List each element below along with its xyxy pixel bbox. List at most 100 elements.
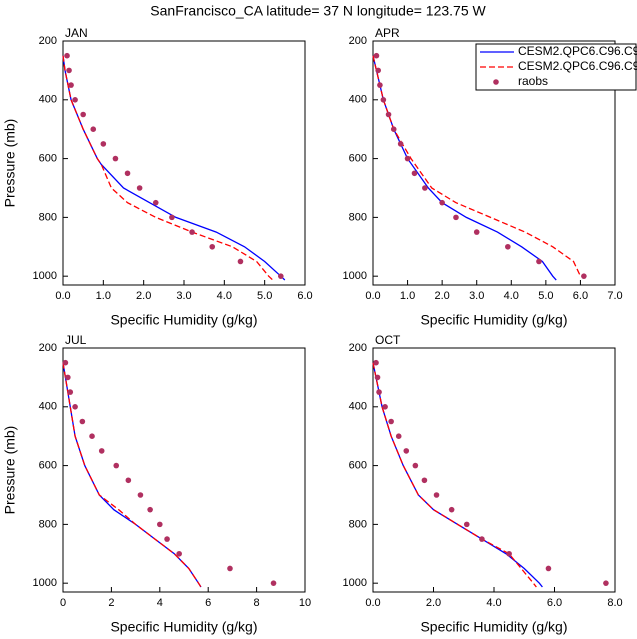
raob-point [463,521,470,528]
raob-point [390,126,397,132]
raob-point [157,521,163,528]
raob-point [209,243,216,250]
panel-title: JUL [65,333,87,347]
x-tick-label: 2.0 [434,290,449,302]
x-tick-label: 0 [60,597,66,609]
raob-point [479,536,485,542]
raob-point [68,82,74,88]
panel-title: APR [375,26,400,40]
raob-point [421,477,428,484]
profile-line [372,362,537,588]
raob-point [137,492,144,498]
y-tick-label: 800 [39,518,57,530]
y-tick-label: 400 [39,94,57,106]
raob-point [412,462,419,469]
x-axis-label: Specific Humidity (g/kg) [110,619,257,635]
raob-point [581,273,587,279]
raob-point [536,258,542,265]
x-tick-label: 2.0 [426,597,441,609]
y-tick-label: 200 [39,35,57,47]
x-tick-label: 10 [299,597,311,609]
raob-point [112,155,119,162]
raob-point [125,477,132,484]
raob-point [388,418,394,425]
raob-point [373,359,379,366]
panel-title: JAN [65,26,88,40]
raob-point [506,550,512,557]
raob-point [270,580,277,586]
y-tick-label: 800 [349,211,367,223]
y-tick-label: 400 [39,401,57,413]
raob-point [380,96,387,103]
plot-frame [62,347,306,593]
raob-point [395,433,402,439]
y-tick-label: 1000 [33,270,57,282]
raob-point [385,111,392,118]
y-tick-label: 400 [349,401,367,413]
raob-point [189,229,195,235]
y-tick-label: 1000 [343,270,367,282]
raob-point [374,374,381,381]
raob-point [89,433,95,439]
x-tick-label: 3.0 [469,290,484,302]
y-tick-label: 400 [349,94,367,106]
x-tick-label: 4.0 [217,290,232,302]
raob-point [72,96,78,103]
x-tick-label: 1.0 [96,290,111,302]
plot-frame [62,40,306,286]
x-axis-label: Specific Humidity (g/kg) [110,312,257,328]
raob-point [433,492,440,498]
raob-point [79,418,86,425]
raob-point [603,580,609,586]
raob-point [90,126,97,132]
x-tick-label: 0.0 [55,290,70,302]
y-tick-label: 600 [39,152,57,164]
x-axis-label: Specific Humidity (g/kg) [420,619,567,635]
y-axis-label: Pressure (mb) [2,119,18,208]
y-tick-label: 800 [349,518,367,530]
raob-point [164,536,170,542]
profile-line [62,55,286,281]
y-tick-label: 600 [39,459,57,471]
raob-point [100,141,107,147]
x-tick-label: 1.0 [400,290,415,302]
x-tick-label: 7.0 [607,290,622,302]
x-tick-label: 2 [108,597,114,609]
raob-point [373,52,380,59]
raob-point [227,565,233,572]
raob-point [80,111,86,118]
y-tick-label: 1000 [33,577,57,589]
raob-point [136,185,143,191]
raob-point [411,170,418,177]
raob-point [72,403,78,410]
page-title: SanFrancisco_CA latitude= 37 N longitude… [150,3,486,19]
x-tick-label: 5.0 [538,290,553,302]
profile-line [372,362,543,588]
x-tick-label: 0.0 [365,597,380,609]
raob-point [403,448,410,454]
raob-point [124,170,131,177]
legend-label: CESM2.QPC6.C96.C9 [518,44,637,58]
raob-point [375,67,381,74]
x-tick-label: 6.0 [573,290,588,302]
raob-point [278,273,284,279]
raob-point [176,550,182,557]
plot-frame [372,347,616,593]
raob-point [147,506,153,513]
x-tick-label: 5.0 [257,290,272,302]
x-tick-label: 6.0 [297,290,312,302]
raob-point [64,52,70,59]
y-axis-label: Pressure (mb) [2,426,18,515]
raob-point [404,155,411,162]
panel-title: OCT [375,333,401,347]
x-tick-label: 0.0 [365,290,380,302]
raob-point [152,199,159,206]
y-tick-label: 600 [349,152,367,164]
x-tick-label: 3.0 [176,290,191,302]
y-tick-label: 800 [39,211,57,223]
raob-point [62,359,69,366]
y-tick-label: 600 [349,459,367,471]
raob-point [377,82,383,88]
x-tick-label: 6.0 [547,597,562,609]
raob-point [376,389,382,395]
